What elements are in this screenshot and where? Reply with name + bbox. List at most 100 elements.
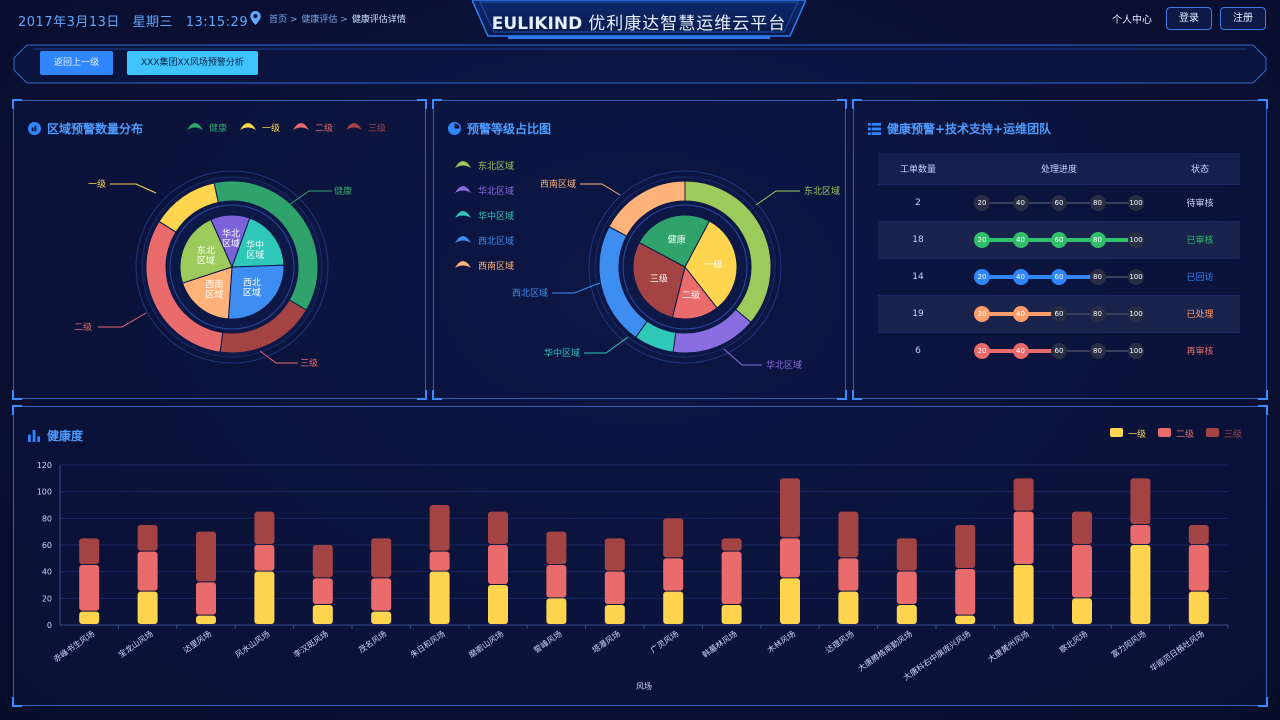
table-row[interactable]: 14 20 40 60 80 100 已回访: [878, 257, 1240, 295]
level-legend-item[interactable]: 东北区域: [454, 153, 514, 178]
bar-segment-2[interactable]: [1013, 511, 1034, 564]
bar-segment-1[interactable]: [254, 571, 275, 624]
bar-segment-1[interactable]: [780, 578, 800, 624]
level-legend-item[interactable]: 华中区域: [454, 203, 514, 228]
health-legend-item[interactable]: 三级: [1205, 427, 1242, 440]
bar-segment-1[interactable]: [838, 591, 859, 624]
bar-segment-2[interactable]: [604, 571, 625, 604]
inner-pie-slice[interactable]: [179, 218, 233, 284]
bar-segment-3[interactable]: [546, 531, 567, 564]
register-button[interactable]: 注册: [1220, 7, 1266, 30]
bar-segment-1[interactable]: [1188, 591, 1209, 624]
level-legend-item[interactable]: 华北区域: [454, 178, 514, 203]
bar-segment-3[interactable]: [371, 538, 392, 578]
bar-segment-2[interactable]: [955, 569, 976, 615]
inner-pie-slice[interactable]: [231, 217, 285, 268]
status-badge: 已回访: [1160, 257, 1240, 295]
bar-segment-1[interactable]: [137, 591, 158, 624]
bar-segment-1[interactable]: [663, 591, 684, 624]
bar-segment-2[interactable]: [196, 582, 216, 615]
inner-pie-slice[interactable]: [684, 220, 738, 309]
bar-segment-2[interactable]: [312, 578, 333, 604]
login-button[interactable]: 登录: [1166, 7, 1212, 30]
level-legend-item[interactable]: 西南区域: [454, 253, 514, 278]
bar-segment-3[interactable]: [896, 538, 917, 571]
bar-segment-2[interactable]: [896, 571, 917, 604]
bar-segment-2[interactable]: [1188, 545, 1209, 591]
table-row[interactable]: 18 20 40 60 80 100 已审核: [878, 220, 1240, 258]
bar-segment-1[interactable]: [1013, 565, 1034, 624]
bar-segment-3[interactable]: [1188, 525, 1209, 544]
bar-segment-1[interactable]: [488, 585, 508, 624]
breadcrumb-home[interactable]: 首页 >: [269, 14, 298, 25]
progress-step: 40: [1012, 194, 1029, 211]
inner-pie-slice[interactable]: [632, 241, 686, 319]
bar-segment-1[interactable]: [1072, 598, 1092, 624]
bar-segment-2[interactable]: [1130, 525, 1151, 544]
bar-segment-1[interactable]: [312, 605, 333, 624]
bar-segment-1[interactable]: [196, 615, 216, 624]
bar-segment-2[interactable]: [1072, 545, 1092, 598]
bar-segment-3[interactable]: [721, 538, 742, 551]
back-button[interactable]: 返回上一级: [40, 51, 114, 75]
bar-segment-3[interactable]: [663, 518, 684, 558]
bar-segment-2[interactable]: [371, 578, 392, 611]
inner-pie-slice[interactable]: [227, 264, 285, 320]
health-legend-item[interactable]: 二级: [1157, 427, 1194, 440]
bar-segment-1[interactable]: [896, 605, 917, 624]
bar-segment-1[interactable]: [1130, 545, 1151, 624]
bar-segment-3[interactable]: [780, 478, 800, 538]
legend-swatch-icon: [1205, 427, 1219, 440]
bar-segment-2[interactable]: [254, 545, 275, 571]
bar-segment-2[interactable]: [429, 551, 450, 571]
bar-segment-1[interactable]: [371, 611, 392, 624]
col-status-header: 状态: [1160, 153, 1240, 184]
region-legend-item[interactable]: 健康: [186, 121, 227, 134]
bar-segment-2[interactable]: [721, 551, 742, 604]
bar-segment-3[interactable]: [488, 511, 508, 544]
bar-segment-1[interactable]: [429, 571, 450, 624]
bar-segment-2[interactable]: [838, 558, 859, 591]
bar-segment-3[interactable]: [1013, 478, 1034, 511]
table-row[interactable]: 2 20 40 60 80 100 待审核: [878, 183, 1240, 221]
region-legend-item[interactable]: 二级: [292, 121, 333, 134]
level-legend-item[interactable]: 西北区域: [454, 228, 514, 253]
bar-segment-3[interactable]: [79, 538, 100, 564]
bar-segment-3[interactable]: [1072, 511, 1092, 544]
tab-warning-analysis[interactable]: XXX集团XX风场预警分析: [127, 51, 258, 75]
bar-segment-1[interactable]: [604, 605, 625, 624]
pie-slice-label: 西北: [243, 278, 261, 289]
bar-segment-3[interactable]: [137, 525, 158, 551]
bar-segment-1[interactable]: [721, 605, 742, 624]
bar-segment-2[interactable]: [663, 558, 684, 591]
user-center-link[interactable]: 个人中心: [1112, 15, 1152, 26]
bar-segment-2[interactable]: [546, 565, 567, 598]
bar-segment-3[interactable]: [838, 511, 859, 558]
region-legend-item[interactable]: 三级: [345, 121, 386, 134]
bar-segment-3[interactable]: [604, 538, 625, 571]
region-legend-item[interactable]: 一级: [239, 121, 280, 134]
bar-segment-1[interactable]: [79, 611, 100, 624]
bar-segment-3[interactable]: [955, 525, 976, 568]
legend-label: 三级: [368, 124, 387, 134]
table-row[interactable]: 19 20 40 60 80 100 已处理: [878, 294, 1240, 332]
breadcrumb-health[interactable]: 健康评估 >: [301, 14, 348, 25]
bar-segment-1[interactable]: [955, 615, 976, 624]
bar-segment-3[interactable]: [254, 511, 275, 544]
bar-segment-2[interactable]: [79, 565, 100, 611]
inner-pie-slice[interactable]: [181, 266, 233, 320]
bar-segment-3[interactable]: [196, 531, 216, 582]
table-row[interactable]: 6 20 40 60 80 100 再审核: [878, 331, 1240, 369]
outer-ring-segment[interactable]: [608, 180, 686, 237]
bar-segment-3[interactable]: [1130, 478, 1151, 524]
bar-segment-2[interactable]: [780, 538, 800, 578]
bar-segment-2[interactable]: [137, 551, 158, 591]
outer-ring-segment[interactable]: [158, 182, 219, 233]
bar-segment-3[interactable]: [312, 545, 333, 578]
bar-segment-1[interactable]: [546, 598, 567, 624]
panel-title: 健康度: [28, 427, 83, 444]
bar-segment-3[interactable]: [429, 505, 450, 551]
legend-swatch-icon: [292, 122, 310, 134]
health-legend-item[interactable]: 一级: [1109, 427, 1146, 440]
bar-segment-2[interactable]: [488, 545, 508, 584]
